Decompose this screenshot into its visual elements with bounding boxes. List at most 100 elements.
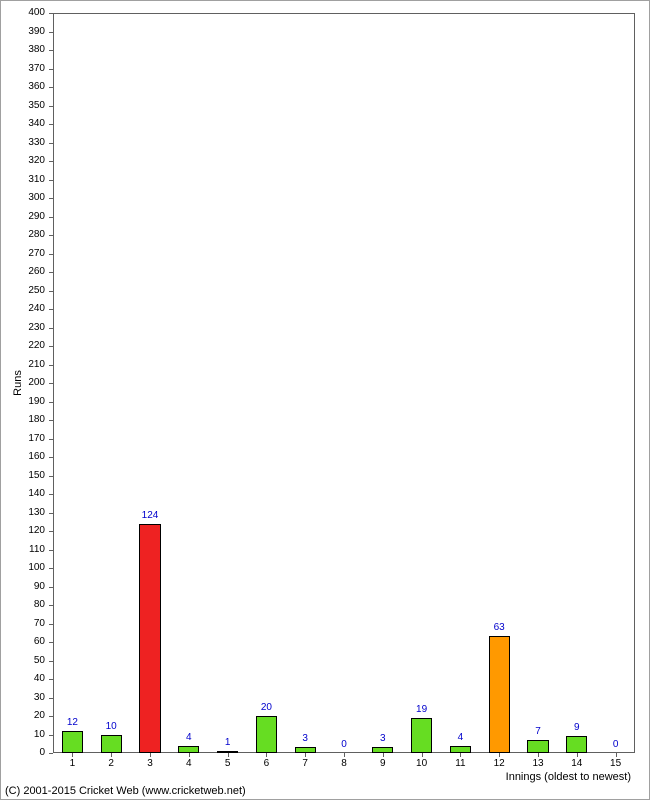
bar-value-label: 3 [363, 733, 403, 744]
y-tick-mark [49, 272, 53, 273]
y-tick-mark [49, 735, 53, 736]
y-tick-mark [49, 32, 53, 33]
y-tick-mark [49, 346, 53, 347]
y-tick-label: 220 [15, 340, 45, 351]
y-tick-label: 50 [15, 655, 45, 666]
bar [101, 735, 122, 754]
y-tick-mark [49, 568, 53, 569]
y-tick-mark [49, 254, 53, 255]
x-tick-mark [383, 753, 384, 757]
y-tick-label: 340 [15, 118, 45, 129]
bar-value-label: 9 [557, 722, 597, 733]
y-tick-mark [49, 309, 53, 310]
bar-value-label: 63 [479, 622, 519, 633]
bar-value-label: 0 [596, 739, 636, 750]
y-tick-mark [49, 124, 53, 125]
y-tick-label: 240 [15, 303, 45, 314]
y-tick-label: 290 [15, 211, 45, 222]
y-tick-mark [49, 402, 53, 403]
x-tick-label: 15 [601, 758, 631, 769]
x-tick-label: 14 [562, 758, 592, 769]
y-tick-mark [49, 624, 53, 625]
y-tick-mark [49, 235, 53, 236]
y-tick-label: 90 [15, 581, 45, 592]
y-tick-label: 190 [15, 396, 45, 407]
y-tick-label: 310 [15, 174, 45, 185]
x-tick-mark [266, 753, 267, 757]
y-tick-label: 250 [15, 285, 45, 296]
y-tick-label: 60 [15, 636, 45, 647]
y-tick-mark [49, 420, 53, 421]
y-tick-mark [49, 365, 53, 366]
y-tick-label: 70 [15, 618, 45, 629]
y-tick-mark [49, 476, 53, 477]
bar-value-label: 19 [402, 704, 442, 715]
y-tick-label: 0 [15, 747, 45, 758]
chart-container: Runs Innings (oldest to newest) (C) 2001… [0, 0, 650, 800]
y-tick-mark [49, 642, 53, 643]
bar-value-label: 3 [285, 733, 325, 744]
x-tick-label: 12 [484, 758, 514, 769]
y-tick-mark [49, 143, 53, 144]
bar [62, 731, 83, 753]
y-tick-label: 120 [15, 525, 45, 536]
y-tick-mark [49, 50, 53, 51]
y-tick-label: 130 [15, 507, 45, 518]
y-tick-mark [49, 494, 53, 495]
y-tick-label: 300 [15, 192, 45, 203]
y-tick-label: 320 [15, 155, 45, 166]
y-tick-mark [49, 587, 53, 588]
y-tick-mark [49, 605, 53, 606]
y-tick-mark [49, 457, 53, 458]
y-tick-label: 200 [15, 377, 45, 388]
x-tick-mark [577, 753, 578, 757]
y-tick-label: 390 [15, 26, 45, 37]
x-tick-label: 2 [96, 758, 126, 769]
y-tick-mark [49, 661, 53, 662]
bar [217, 751, 238, 753]
y-tick-label: 400 [15, 7, 45, 18]
y-tick-label: 110 [15, 544, 45, 555]
y-tick-mark [49, 679, 53, 680]
y-tick-label: 30 [15, 692, 45, 703]
x-tick-mark [228, 753, 229, 757]
bar-value-label: 4 [169, 732, 209, 743]
x-tick-mark [538, 753, 539, 757]
y-tick-mark [49, 161, 53, 162]
x-tick-label: 8 [329, 758, 359, 769]
x-tick-mark [616, 753, 617, 757]
bar-value-label: 10 [91, 721, 131, 732]
x-tick-label: 4 [174, 758, 204, 769]
bar-value-label: 20 [246, 702, 286, 713]
bar [139, 524, 160, 753]
x-tick-label: 3 [135, 758, 165, 769]
y-tick-label: 380 [15, 44, 45, 55]
x-tick-mark [499, 753, 500, 757]
x-tick-mark [305, 753, 306, 757]
y-tick-mark [49, 69, 53, 70]
x-tick-mark [111, 753, 112, 757]
bar [178, 746, 199, 753]
x-tick-mark [150, 753, 151, 757]
bar [489, 636, 510, 753]
x-tick-label: 1 [57, 758, 87, 769]
y-tick-label: 100 [15, 562, 45, 573]
y-tick-label: 370 [15, 63, 45, 74]
x-tick-mark [344, 753, 345, 757]
x-tick-label: 5 [213, 758, 243, 769]
y-tick-label: 280 [15, 229, 45, 240]
x-tick-mark [72, 753, 73, 757]
y-tick-label: 230 [15, 322, 45, 333]
y-tick-label: 10 [15, 729, 45, 740]
x-tick-label: 6 [251, 758, 281, 769]
bar [450, 746, 471, 753]
x-axis-label: Innings (oldest to newest) [506, 771, 631, 783]
y-tick-label: 330 [15, 137, 45, 148]
y-tick-mark [49, 180, 53, 181]
y-tick-mark [49, 217, 53, 218]
y-tick-mark [49, 291, 53, 292]
y-tick-label: 170 [15, 433, 45, 444]
x-tick-label: 13 [523, 758, 553, 769]
y-tick-mark [49, 383, 53, 384]
y-tick-label: 350 [15, 100, 45, 111]
